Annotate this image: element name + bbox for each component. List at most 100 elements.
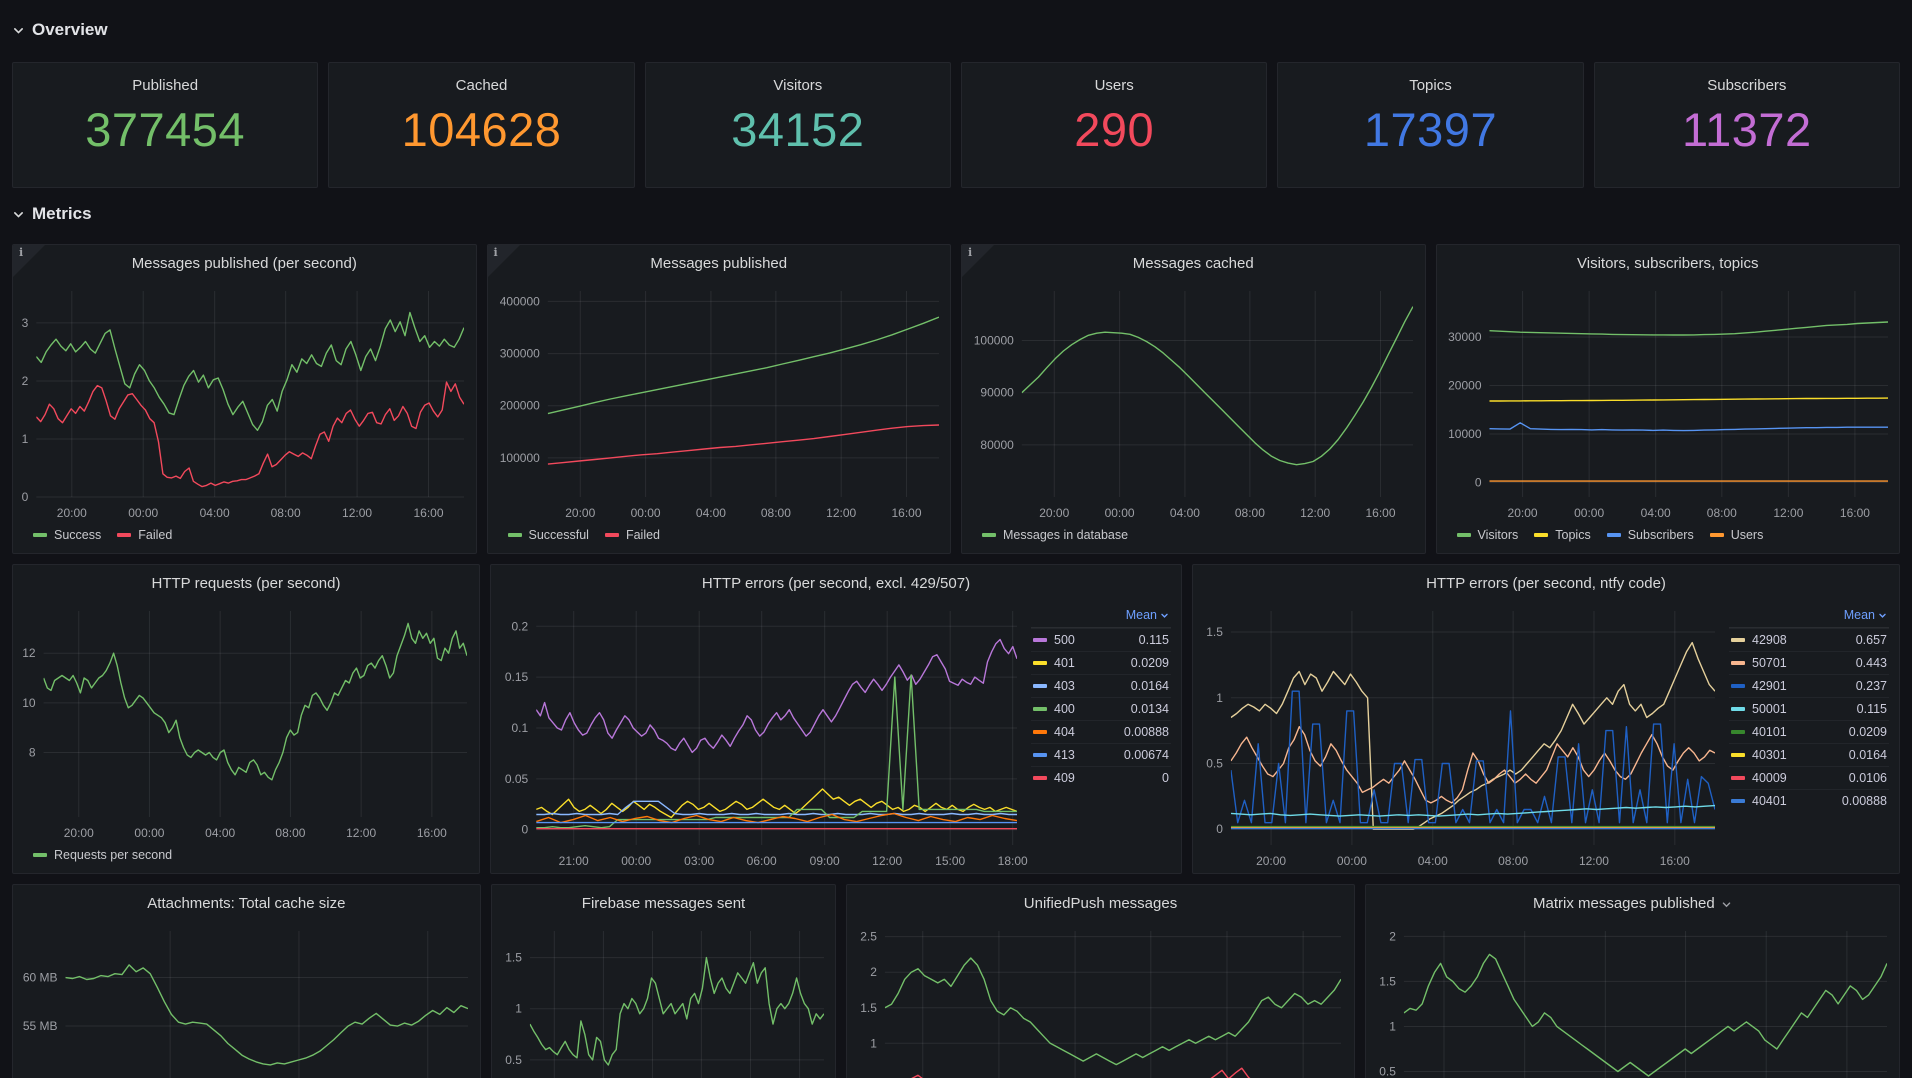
legend-item[interactable]: Failed [604,528,660,542]
panel-info-icon[interactable]: i [13,245,45,277]
svg-text:55 MB: 55 MB [23,1019,58,1033]
svg-text:00:00: 00:00 [1574,506,1604,520]
legend-item[interactable]: Successful [507,528,589,542]
svg-text:100000: 100000 [499,451,539,465]
legend-table-row[interactable]: 500 0.115 [1031,628,1171,651]
legend-table-row[interactable]: 42908 0.657 [1729,628,1889,651]
legend-item[interactable]: Failed [117,528,172,542]
panel-title-with-menu[interactable]: Matrix messages published [1366,885,1899,921]
svg-text:2: 2 [1389,929,1396,943]
svg-text:0.5: 0.5 [1206,756,1223,770]
svg-text:400000: 400000 [499,294,539,308]
svg-text:0: 0 [1216,822,1223,836]
legend-swatch [1709,533,1724,537]
chart-matrix-messages[interactable]: 0.5 1 1.5 2 [1366,921,1899,1078]
stat-value: 11372 [1681,103,1812,156]
chart-messages-cached[interactable]: 80000 90000 100000 20:00 00:00 04:00 08:00 12:0… [962,281,1425,525]
panel-title: Matrix messages published [1532,894,1715,912]
chart-http-requests[interactable]: 8 10 12 20:00 00:00 04:00 08:00 12:00 16:00 [13,601,479,845]
legend-mean-header[interactable]: Mean [1729,607,1889,628]
svg-text:00:00: 00:00 [1337,854,1367,868]
chart-messages-published-rate[interactable]: 0 1 2 3 20:00 00:00 04:00 08:00 12:00 16:00 [13,281,476,525]
series-label: 42901 [1752,679,1787,693]
svg-text:12:00: 12:00 [1300,506,1330,520]
series-mean-value: 0.0106 [1848,771,1887,785]
svg-text:1.5: 1.5 [861,1001,878,1015]
svg-text:04:00: 04:00 [1640,506,1670,520]
legend-table-row[interactable]: 50701 0.443 [1729,651,1889,674]
chart-visitors-subscribers-topics[interactable]: 0 10000 20000 30000 20:00 00:00 04:00 08:00 12:0… [1437,281,1900,525]
stat-label: Subscribers [1707,77,1787,94]
overview-stats-row: Published 377454 Cached 104628 Visitors … [12,62,1900,188]
series-mean-value: 0.0164 [1130,679,1169,693]
legend-item[interactable]: Subscribers [1606,528,1694,542]
metrics-row-3: Attachments: Total cache size 55 MB 60 MB… [12,884,1900,1078]
legend-swatch [604,533,619,537]
chart-attachments-cache[interactable]: 55 MB 60 MB [13,921,480,1078]
svg-text:20000: 20000 [1448,379,1482,393]
legend-label: Requests per second [54,848,173,862]
svg-text:16:00: 16:00 [891,506,921,520]
legend-table-row[interactable]: 40009 0.0106 [1729,766,1889,789]
legend-label: Users [1730,528,1764,542]
panel-http-errors-excl: HTTP errors (per second, excl. 429/507) … [490,564,1182,874]
svg-text:1: 1 [515,1002,522,1016]
legend-table-row[interactable]: 413 0.00674 [1031,743,1171,766]
legend-label: Successful [528,528,589,542]
panel-info-icon[interactable]: i [962,245,994,277]
legend-table-row[interactable]: 40401 0.00888 [1729,789,1889,812]
svg-text:1: 1 [22,432,29,446]
section-header-metrics[interactable]: Metrics [12,194,1900,234]
legend-table-row[interactable]: 40101 0.0209 [1729,720,1889,743]
panel-info-icon[interactable]: i [487,245,520,277]
legend-table-row[interactable]: 50001 0.115 [1729,697,1889,720]
chart-messages-published[interactable]: 100000 200000 300000 400000 20:00 00:00 04:00 0… [488,281,951,525]
legend-swatch [1731,684,1745,688]
legend-item[interactable]: Topics [1534,528,1591,542]
panel-title: Messages published (per second) [131,254,357,272]
svg-text:10000: 10000 [1448,427,1482,441]
legend-table-row[interactable]: 403 0.0164 [1031,674,1171,697]
legend-item[interactable]: Users [1709,528,1764,542]
chart-http-errors-ntfy[interactable]: 0 0.5 1 1.5 20:00 00:00 04:00 08:00 12:00 16:00 [1193,601,1727,873]
legend-table-row[interactable]: 409 0 [1031,766,1171,789]
legend-table-row[interactable]: 404 0.00888 [1031,720,1171,743]
svg-text:04:00: 04:00 [1418,854,1448,868]
legend-item[interactable]: Messages in database [982,528,1128,542]
mean-label: Mean [1125,608,1157,622]
legend-table-row[interactable]: 400 0.0134 [1031,697,1171,720]
legend-table-row[interactable]: 40301 0.0164 [1729,743,1889,766]
series-label: 40301 [1752,748,1787,762]
legend-table-row[interactable]: 42901 0.237 [1729,674,1889,697]
legend-swatch [33,533,47,537]
stat-value: 290 [1074,103,1155,156]
svg-text:03:00: 03:00 [684,854,714,868]
svg-text:08:00: 08:00 [271,506,301,520]
legend-swatch [982,533,996,537]
legend-swatch [507,533,522,537]
svg-text:16:00: 16:00 [413,506,443,520]
series-label: 400 [1054,702,1075,716]
svg-text:2.5: 2.5 [861,930,878,944]
section-header-overview[interactable]: Overview [12,10,1900,50]
series-mean-value: 0 [1162,771,1169,785]
chart-unifiedpush-messages[interactable]: 1 1.5 2 2.5 [847,921,1353,1078]
series-mean-value: 0.0164 [1848,748,1887,762]
legend-swatch [1534,533,1549,537]
svg-text:04:00: 04:00 [1170,506,1200,520]
svg-text:80000: 80000 [980,438,1014,452]
legend-table-row[interactable]: 401 0.0209 [1031,651,1171,674]
chart-http-errors-excl[interactable]: 0 0.05 0.1 0.15 0.2 21:00 00:00 03:00 06:00 09:00… [491,601,1029,873]
section-title: Metrics [32,204,92,223]
legend-swatch [1606,533,1621,537]
chart-firebase-messages[interactable]: 0.5 1 1.5 [492,921,836,1078]
legend-mean-header[interactable]: Mean [1031,607,1171,628]
stat-value: 34152 [731,103,865,156]
legend-item[interactable]: Requests per second [33,848,172,862]
legend-item[interactable]: Success [33,528,101,542]
sort-chevron-icon [1879,613,1886,618]
stat-label: Visitors [773,77,823,94]
legend-item[interactable]: Visitors [1456,528,1518,542]
svg-text:60 MB: 60 MB [23,971,58,985]
series-mean-value: 0.237 [1855,679,1887,693]
